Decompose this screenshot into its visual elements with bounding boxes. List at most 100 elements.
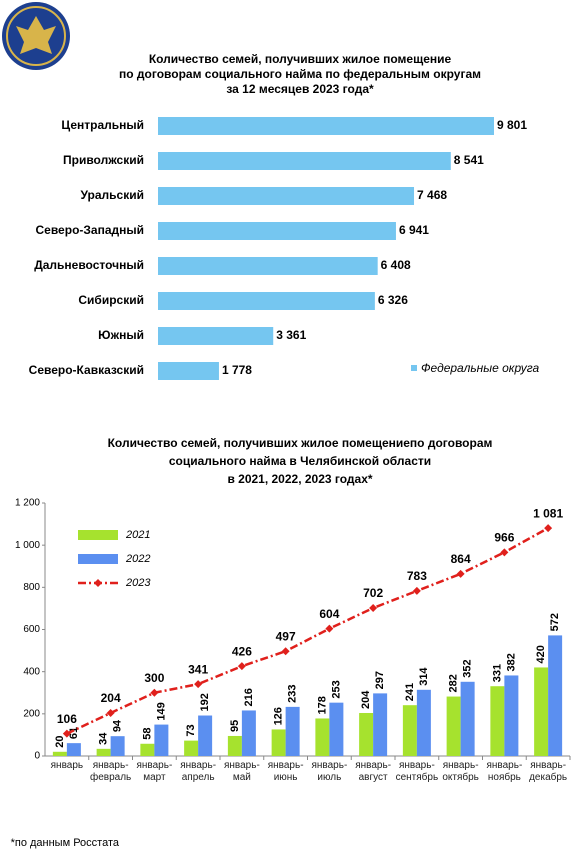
- x-tick-label: январь-октябрь: [442, 760, 479, 783]
- y-tick-label: 800: [23, 582, 40, 593]
- y-tick-label: 0: [34, 751, 40, 762]
- legend-label: 2022: [125, 553, 150, 565]
- value-label: 1 778: [222, 363, 252, 377]
- value-label: 8 541: [454, 153, 484, 167]
- value-label: 6 326: [378, 293, 408, 307]
- bar: [490, 686, 505, 756]
- value-label: 572: [549, 613, 561, 631]
- value-label: 233: [287, 685, 299, 703]
- value-label: 341: [188, 662, 208, 676]
- marker: [412, 586, 421, 595]
- bar: [158, 327, 274, 345]
- value-label: 864: [451, 552, 471, 566]
- value-label: 300: [144, 671, 164, 685]
- value-label: 204: [360, 690, 372, 709]
- bar: [416, 689, 431, 756]
- value-label: 352: [462, 659, 474, 677]
- value-label: 314: [418, 667, 430, 686]
- value-label: 702: [363, 586, 383, 600]
- bar: [534, 667, 549, 756]
- category-label: Центральный: [61, 118, 144, 132]
- category-label: Дальневосточный: [34, 258, 144, 272]
- x-tick-label: январь-февраль: [89, 760, 132, 783]
- bar: [154, 724, 169, 756]
- bar: [158, 152, 451, 170]
- x-tick-label: январь-апрель: [180, 760, 217, 783]
- bar: [329, 702, 344, 756]
- marker: [281, 647, 290, 656]
- legend-label: Федеральные округа: [421, 361, 540, 375]
- bar: [402, 705, 417, 756]
- footnote: *по данным Росстата: [11, 837, 120, 849]
- category-label: Уральский: [81, 188, 144, 202]
- marker: [237, 662, 246, 671]
- bar: [373, 693, 388, 756]
- legend-swatch: [94, 579, 102, 587]
- bar: [359, 712, 374, 756]
- chart-title: по договорам социального найма по федера…: [119, 67, 481, 81]
- chart-title: в 2021, 2022, 2023 годах*: [227, 472, 372, 486]
- value-label: 34: [98, 732, 110, 745]
- value-label: 282: [448, 674, 460, 692]
- bar: [271, 729, 286, 756]
- bar: [52, 751, 67, 756]
- marker: [369, 603, 378, 612]
- chart-title: Количество семей, получивших жилое помещ…: [108, 436, 493, 450]
- value-label: 241: [404, 683, 416, 701]
- y-tick-label: 200: [23, 708, 40, 719]
- x-tick-label: январь: [50, 760, 84, 771]
- value-label: 331: [491, 664, 503, 682]
- value-label: 382: [505, 653, 517, 671]
- bar: [158, 257, 378, 275]
- legend-swatch: [78, 554, 118, 564]
- value-label: 106: [57, 712, 77, 726]
- x-tick-label: январь-декабрь: [529, 760, 568, 783]
- value-label: 216: [243, 688, 255, 706]
- category-label: Северо-Кавказский: [29, 363, 144, 377]
- bar: [158, 222, 396, 240]
- value-label: 783: [407, 569, 427, 583]
- marker: [500, 548, 509, 557]
- bar: [460, 681, 475, 756]
- value-label: 149: [155, 702, 167, 720]
- marker: [150, 688, 159, 697]
- legend-label: 2023: [125, 577, 151, 589]
- x-tick-label: январь-сентябрь: [395, 760, 439, 783]
- legend-swatch: [411, 365, 417, 371]
- value-label: 426: [232, 644, 252, 658]
- marker: [106, 708, 115, 717]
- x-tick-label: январь-ноябрь: [486, 760, 523, 783]
- marker: [325, 624, 334, 633]
- value-label: 61: [68, 727, 80, 739]
- logo: [2, 2, 70, 70]
- value-label: 94: [112, 719, 124, 732]
- value-label: 420: [535, 645, 547, 663]
- bar: [158, 187, 415, 205]
- bar: [140, 743, 155, 756]
- marker: [62, 729, 71, 738]
- value-label: 3 361: [276, 328, 306, 342]
- bar: [66, 743, 81, 756]
- y-tick-label: 400: [23, 666, 40, 677]
- value-label: 1 081: [533, 506, 563, 520]
- value-label: 95: [229, 720, 241, 732]
- y-tick-label: 600: [23, 624, 40, 635]
- value-label: 253: [330, 680, 342, 698]
- y-tick-label: 1 000: [15, 540, 40, 551]
- bar: [198, 715, 213, 756]
- x-tick-label: январь-май: [223, 760, 260, 783]
- bar: [158, 362, 219, 380]
- value-label: 9 801: [497, 118, 527, 132]
- x-tick-label: январь-июль: [311, 760, 348, 783]
- bar: [158, 292, 375, 310]
- category-label: Южный: [98, 328, 144, 342]
- x-tick-label: январь-март: [136, 760, 173, 783]
- chart-title: Количество семей, получивших жилое помещ…: [149, 52, 452, 66]
- bar: [446, 696, 461, 756]
- value-label: 604: [319, 607, 339, 621]
- legend-label: 2021: [125, 529, 150, 541]
- line: [66, 526, 549, 735]
- bar: [315, 718, 330, 756]
